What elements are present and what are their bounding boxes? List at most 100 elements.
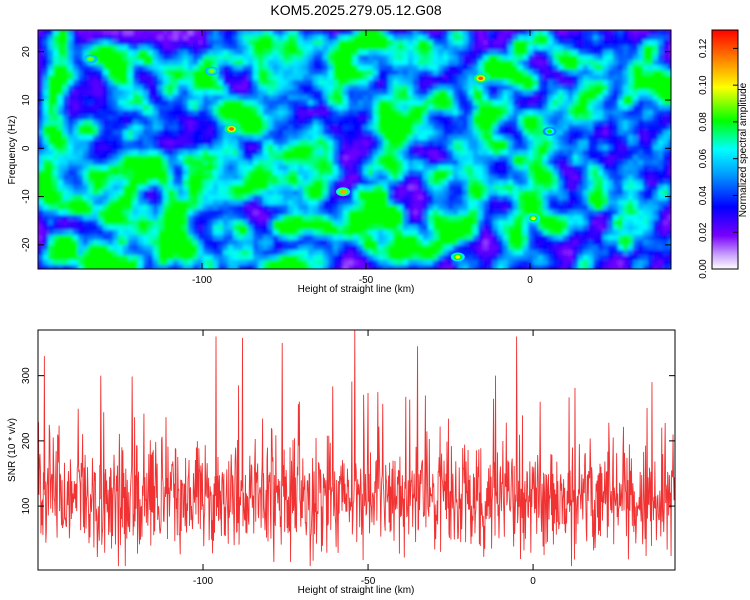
heatmap-cell <box>628 185 634 191</box>
heatmap-cell <box>238 30 244 36</box>
heatmap-cell <box>488 60 494 66</box>
heatmap-cell <box>508 75 514 81</box>
heatmap-cell <box>363 105 369 111</box>
heatmap-cell <box>138 215 144 221</box>
heatmap-cell <box>388 150 394 156</box>
heatmap-cell <box>143 160 149 166</box>
heatmap-cell <box>663 120 669 126</box>
heatmap-cell <box>208 95 214 101</box>
heatmap-cell <box>528 110 534 116</box>
heatmap-cell <box>643 35 649 41</box>
heatmap-cell <box>108 90 114 96</box>
heatmap-cell <box>423 60 429 66</box>
heatmap-cell <box>638 50 644 56</box>
heatmap-cell <box>363 35 369 41</box>
heatmap-cell <box>93 65 99 71</box>
heatmap-cell <box>368 75 374 81</box>
heatmap-cell <box>628 215 634 221</box>
heatmap-cell <box>653 160 659 166</box>
heatmap-cell <box>613 125 619 131</box>
heatmap-cell <box>583 70 589 76</box>
heatmap-cell <box>83 225 89 231</box>
heatmap-cell <box>603 40 609 46</box>
heatmap-cell <box>628 125 634 131</box>
heatmap-cell <box>58 225 64 231</box>
heatmap-cell <box>458 210 464 216</box>
heatmap-cells <box>38 30 671 269</box>
heatmap-cell <box>578 200 584 206</box>
heatmap-cell <box>648 50 654 56</box>
heatmap-cell <box>408 120 414 126</box>
heatmap-cell <box>393 210 399 216</box>
heatmap-cell <box>598 155 604 161</box>
heatmap-cell <box>48 190 54 196</box>
heatmap-cell <box>258 185 264 191</box>
heatmap-cell <box>348 100 354 106</box>
heatmap-cell <box>533 95 539 101</box>
heatmap-cell <box>443 165 449 171</box>
heatmap-cell <box>308 45 314 51</box>
heatmap-cell <box>548 45 554 51</box>
heatmap-cell <box>63 210 69 216</box>
heatmap-cell <box>658 130 664 136</box>
heatmap-cell <box>358 30 364 36</box>
heatmap-cell <box>223 60 229 66</box>
heatmap-cell <box>468 105 474 111</box>
heatmap-cell <box>148 65 154 71</box>
heatmap-cell <box>128 60 134 66</box>
heatmap-cell <box>498 70 504 76</box>
heatmap-cell <box>103 30 109 36</box>
heatmap-cell <box>358 75 364 81</box>
heatmap-cell <box>423 195 429 201</box>
heatmap-cell <box>613 60 619 66</box>
heatmap-cell <box>528 60 534 66</box>
heatmap-cell <box>123 175 129 181</box>
heatmap-cell <box>93 210 99 216</box>
heatmap-cell <box>48 70 54 76</box>
heatmap-cell <box>278 90 284 96</box>
heatmap-cell <box>218 130 224 136</box>
heatmap-cell <box>598 105 604 111</box>
heatmap-cell <box>273 155 279 161</box>
heatmap-cell <box>453 210 459 216</box>
heatmap-cell <box>148 95 154 101</box>
heatmap-cell <box>53 125 59 131</box>
heatmap-cell <box>343 75 349 81</box>
heatmap-cell <box>113 220 119 226</box>
heatmap-cell <box>88 85 94 91</box>
heatmap-cell <box>353 180 359 186</box>
heatmap-cell <box>173 220 179 226</box>
heatmap-cell <box>48 85 54 91</box>
heatmap-cell <box>168 65 174 71</box>
heatmap-cell <box>438 110 444 116</box>
heatmap-cell <box>528 135 534 141</box>
heatmap-cell <box>648 210 654 216</box>
heatmap-cell <box>223 110 229 116</box>
heatmap-cell <box>198 50 204 56</box>
heatmap-cell <box>298 70 304 76</box>
heatmap-cell <box>573 55 579 61</box>
heatmap-cell <box>448 220 454 226</box>
heatmap-cell <box>163 80 169 86</box>
heatmap-cell <box>513 105 519 111</box>
heatmap-cell <box>223 170 229 176</box>
heatmap-cell <box>503 60 509 66</box>
heatmap-cell <box>68 35 74 41</box>
heatmap-cell <box>93 205 99 211</box>
heatmap-cell <box>423 215 429 221</box>
heatmap-cell <box>493 120 499 126</box>
heatmap-cell <box>398 70 404 76</box>
heatmap-cell <box>148 55 154 61</box>
heatmap-cell <box>273 125 279 131</box>
heatmap-cell <box>133 95 139 101</box>
heatmap-cell <box>268 45 274 51</box>
heatmap-cell <box>573 155 579 161</box>
heatmap-cell <box>278 50 284 56</box>
heatmap-cell <box>373 155 379 161</box>
heatmap-cell <box>173 70 179 76</box>
heatmap-cell <box>153 85 159 91</box>
heatmap-cell <box>433 45 439 51</box>
heatmap-cell <box>333 30 339 36</box>
heatmap-cell <box>338 135 344 141</box>
heatmap-cell <box>558 165 564 171</box>
